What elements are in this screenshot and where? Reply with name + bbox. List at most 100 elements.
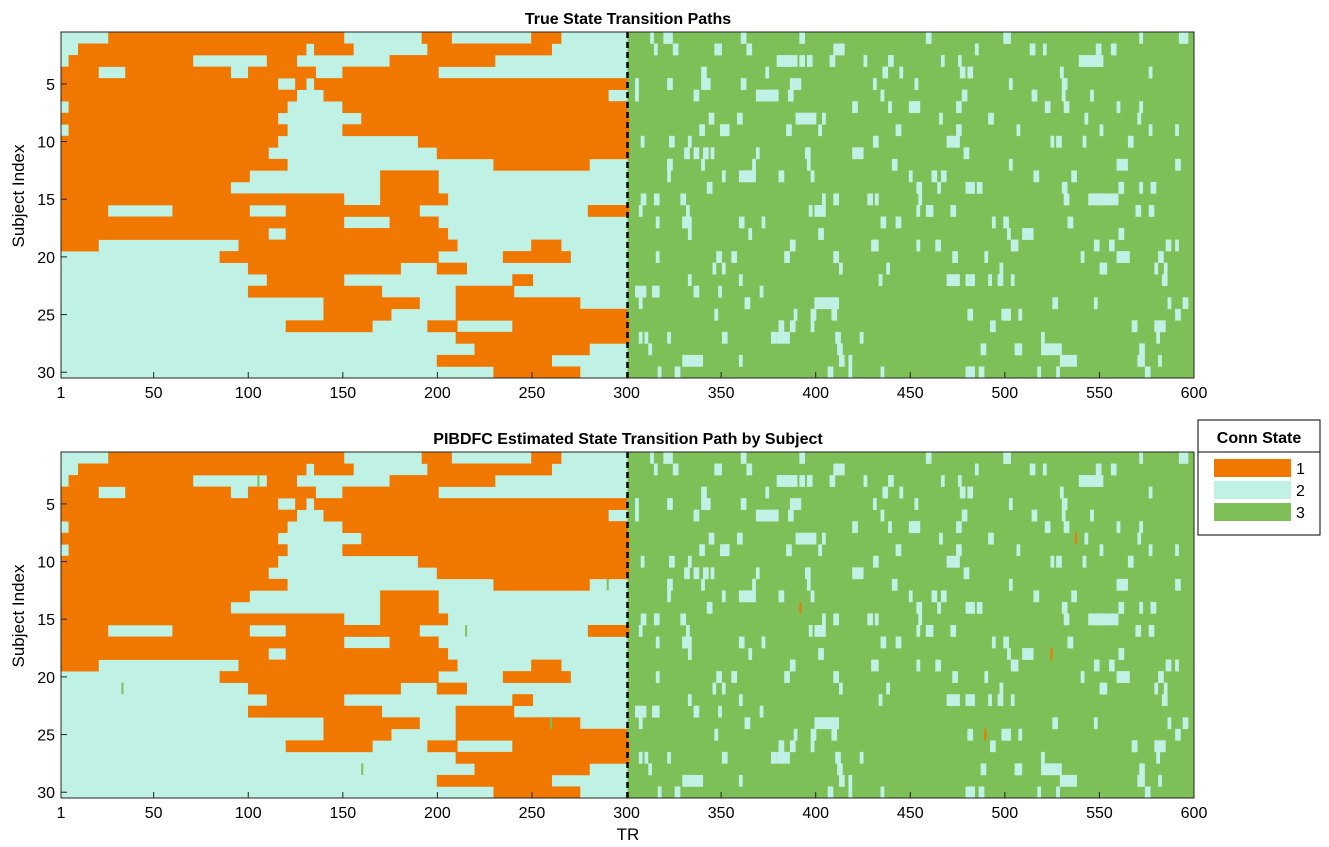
state2-segment <box>974 43 979 56</box>
state1-segment <box>531 659 562 672</box>
state2-segment <box>699 124 705 137</box>
state2-segment <box>1137 532 1142 545</box>
state1-segment <box>493 366 581 379</box>
state2-segment <box>880 509 885 522</box>
state2-segment <box>786 544 792 557</box>
state1-segment <box>266 694 345 707</box>
state1-segment <box>531 32 562 44</box>
state2-segment <box>684 567 690 580</box>
state2-segment <box>687 135 692 148</box>
state1-segment <box>77 43 307 56</box>
x-tick-label: 200 <box>424 385 451 402</box>
state2-segment <box>789 498 796 510</box>
state2-segment <box>848 774 853 787</box>
state2-segment <box>808 625 813 637</box>
axes-frame <box>60 31 1195 379</box>
state2-segment <box>1052 717 1059 730</box>
legend-items: 1 2 3 <box>1214 459 1305 522</box>
state1-segment <box>380 590 439 603</box>
x-tick-label: 50 <box>145 385 163 402</box>
x-tick-label: 550 <box>1086 805 1113 822</box>
state2-segment <box>738 774 743 787</box>
state2-segment <box>916 601 923 614</box>
state1-segment <box>421 32 452 44</box>
state2-segment <box>793 728 798 741</box>
x-tick-label: 250 <box>519 805 546 822</box>
state2-segment <box>990 740 996 753</box>
state2-segment <box>771 751 777 764</box>
state2-segment <box>1175 124 1179 137</box>
state1-segment <box>455 717 581 730</box>
state2-segment <box>667 78 673 90</box>
x-tick-label: 300 <box>613 385 640 402</box>
state2-segment <box>827 786 834 799</box>
state2-segment <box>852 567 864 580</box>
state2-segment <box>653 285 660 298</box>
state2-segment <box>814 717 839 730</box>
state2-segment <box>978 366 985 379</box>
state2-segment <box>872 135 879 148</box>
state2-segment <box>1148 625 1155 637</box>
state2-segment <box>1031 89 1038 102</box>
state2-segment <box>667 331 671 344</box>
state3-spot <box>257 475 260 487</box>
state2-segment <box>957 55 962 67</box>
state2-segment <box>867 193 873 206</box>
state2-segment <box>1120 228 1125 240</box>
state2-segment <box>1008 158 1013 171</box>
state2-segment <box>965 274 970 287</box>
state1-segment <box>108 452 345 464</box>
state2-segment <box>871 239 879 252</box>
state2-segment <box>693 147 700 160</box>
state2-segment <box>835 331 841 344</box>
state2-segment <box>1022 648 1034 660</box>
state2-segment <box>1148 205 1155 217</box>
state2-segment <box>976 601 983 614</box>
x-tick-label: 1 <box>57 385 66 402</box>
state1-segment <box>61 205 109 217</box>
state2-segment <box>882 66 887 79</box>
state2-segment <box>674 366 681 379</box>
state2-segment <box>703 567 709 580</box>
state2-segment <box>1101 682 1108 695</box>
state2-segment <box>1182 297 1189 310</box>
state1-segment <box>61 135 279 148</box>
state2-segment <box>738 170 756 183</box>
state2-segment <box>956 101 962 114</box>
state3-spot <box>121 682 124 695</box>
state2-segment <box>872 498 877 510</box>
state2-segment <box>684 147 690 160</box>
state2-segment <box>838 262 843 275</box>
state1-segment <box>361 112 630 125</box>
state2-segment <box>701 78 711 90</box>
state2-segment <box>1139 601 1144 614</box>
state2-segment <box>721 170 726 183</box>
state1-segment <box>172 205 250 217</box>
state2-segment <box>939 532 943 545</box>
y-tick-label: 25 <box>37 308 55 325</box>
state2-segment <box>895 544 902 557</box>
state1-segment <box>455 728 628 741</box>
state2-segment <box>738 694 743 707</box>
estimated-paths-heatmap <box>60 451 1195 799</box>
state1-segment <box>389 55 496 67</box>
state2-segment <box>810 590 815 603</box>
state1-segment <box>61 659 99 672</box>
state2-segment <box>988 274 992 287</box>
state2-segment <box>793 308 798 321</box>
state2-segment <box>806 55 813 67</box>
state2-segment <box>1041 331 1045 344</box>
state2-segment <box>963 567 970 580</box>
state1-segment <box>61 193 345 206</box>
state2-segment <box>891 158 898 171</box>
state2-segment <box>740 498 747 510</box>
state1-segment <box>266 475 298 487</box>
state2-segment <box>648 343 653 356</box>
true-paths-heatmap <box>60 31 1195 379</box>
state1-segment <box>417 555 630 568</box>
state2-segment <box>1101 262 1108 275</box>
state2-segment <box>723 544 730 557</box>
state2-segment <box>693 509 700 522</box>
state2-segment <box>1137 354 1144 367</box>
state2-segment <box>859 751 864 764</box>
